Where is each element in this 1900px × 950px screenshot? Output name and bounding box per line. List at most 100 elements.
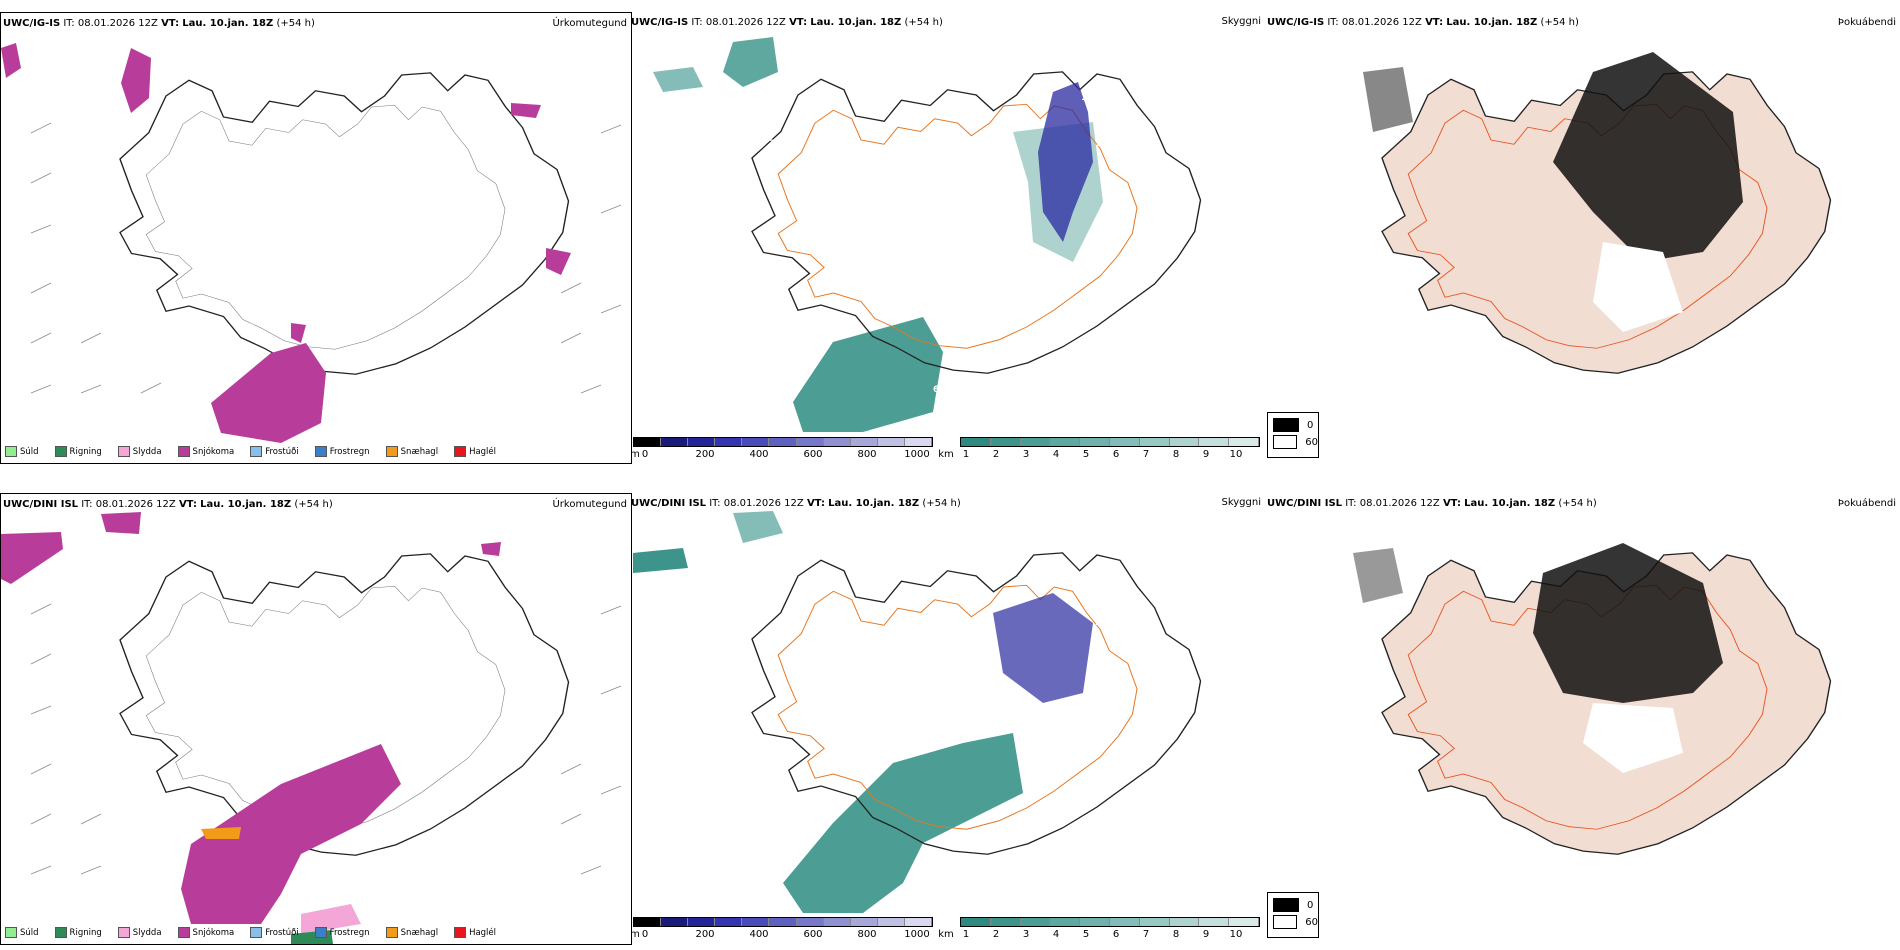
legend-item: Slydda — [117, 927, 162, 938]
colorbar-tick: 1 — [962, 449, 970, 460]
colorbar-tick: 400 — [749, 929, 769, 940]
colorbar-unit: m — [630, 929, 640, 940]
legend-swatch — [314, 927, 327, 938]
vis-value-label: 70 — [1091, 598, 1103, 608]
vis-value-label: 24 — [1103, 183, 1115, 193]
colorbar-unit: km — [938, 929, 954, 940]
low-cloud-base-area — [1038, 82, 1093, 242]
height-colorbar-bottom: m 0 200 400 600 800 1000 — [630, 917, 933, 941]
legend-swatch — [117, 446, 130, 457]
snow-area — [121, 48, 151, 113]
legend-swatch — [454, 927, 467, 938]
panel-title: UWC/DINI ISL IT: 08.01.2026 12Z VT: Lau.… — [631, 498, 961, 509]
vis-value-label: 8 — [1065, 335, 1071, 345]
fog-indicator-area — [1583, 703, 1683, 773]
vis-value-label: 16 — [1095, 139, 1107, 149]
precip-legend: Súld Rigning Slydda Snjókoma Frostúði Fr… — [5, 927, 506, 938]
vis-value-label: 614 — [933, 385, 951, 395]
legend-item: Frostregn — [314, 927, 370, 938]
colorbar-tick: 3 — [1022, 449, 1030, 460]
legend-item: Haglél — [454, 927, 496, 938]
snow-area — [211, 343, 326, 443]
colorbar-tick: 800 — [857, 929, 877, 940]
snow-area — [1, 532, 63, 584]
fog-legend-item: 0 — [1273, 898, 1318, 912]
ice-pellet-area — [201, 827, 241, 839]
distance-colorbar-top: km 1 2 3 4 5 6 7 8 9 10 — [938, 437, 1260, 461]
snow-area — [101, 512, 141, 534]
precip-type-panel-top: UWC/IG-IS IT: 08.01.2026 12Z VT: Lau. 10… — [0, 12, 632, 464]
panel-title: UWC/DINI ISL IT: 08.01.2026 12Z VT: Lau.… — [3, 499, 333, 510]
legend-swatch — [5, 446, 17, 457]
legend-swatch — [314, 446, 327, 457]
colorbar-tick: 600 — [803, 929, 823, 940]
panel-type-label: Skyggni — [1221, 16, 1261, 27]
colorbar-tick: 1 — [962, 929, 970, 940]
legend-item: Rigning — [54, 446, 102, 457]
fog-legend-item: 60 — [1273, 915, 1318, 929]
legend-swatch — [177, 927, 190, 938]
colorbar-tick: 200 — [695, 929, 715, 940]
low-vis-area — [633, 548, 688, 573]
colorbar-tick: 4 — [1052, 929, 1060, 940]
fog-panel-top: UWC/IG-IS IT: 08.01.2026 12Z VT: Lau. 10… — [1263, 12, 1900, 464]
colorbar-tick: 10 — [1229, 929, 1243, 940]
legend-swatch — [54, 446, 67, 457]
vis-value-label: 326 — [939, 872, 957, 882]
low-vis-area — [733, 511, 783, 543]
visibility-panel-top: 250 91 37 126 16 24 8 614 UWC/IG-IS IT: … — [631, 12, 1263, 464]
colorbar-tick: 8 — [1172, 449, 1180, 460]
low-vis-area — [783, 733, 1023, 913]
legend-item: Snæhagl — [385, 446, 438, 457]
colorbar-cells — [960, 917, 1260, 927]
snow-area — [181, 744, 401, 924]
colorbar-unit: m — [630, 449, 640, 460]
colorbar-tick: 4 — [1052, 449, 1060, 460]
visibility-panel-bottom: 70 149 48 326 UWC/DINI ISL IT: 08.01.202… — [631, 493, 1263, 945]
vis-value-label: 149 — [1095, 618, 1113, 628]
snow-area — [511, 103, 541, 118]
colorbar-tick: 200 — [695, 449, 715, 460]
fog-indicator-area — [1353, 548, 1403, 603]
panel-title: UWC/DINI ISL IT: 08.01.2026 12Z VT: Lau.… — [1267, 498, 1597, 509]
colorbar-tick: 1000 — [904, 929, 930, 940]
colorbar-tick: 7 — [1142, 449, 1150, 460]
sleet-area — [301, 904, 361, 934]
wind-barbs — [30, 603, 622, 875]
panel-title: UWC/IG-IS IT: 08.01.2026 12Z VT: Lau. 10… — [1267, 17, 1579, 28]
height-colorbar-top: m 0 200 400 600 800 1000 — [630, 437, 933, 461]
colorbar-tick: 2 — [992, 929, 1000, 940]
colorbar-tick: 3 — [1022, 929, 1030, 940]
legend-swatch — [385, 446, 398, 457]
colorbar-tick: 5 — [1082, 449, 1090, 460]
colorbar-tick: 0 — [641, 449, 649, 460]
legend-item: Frostúði — [250, 446, 299, 457]
legend-swatch — [117, 927, 130, 938]
legend-item: Rigning — [54, 927, 102, 938]
panel-title: UWC/IG-IS IT: 08.01.2026 12Z VT: Lau. 10… — [3, 18, 315, 29]
vis-value-label: 126 — [1081, 93, 1099, 103]
legend-item: Súld — [5, 446, 39, 457]
legend-swatch — [454, 446, 467, 457]
panel-type-label: Þokuábendi — [1837, 17, 1896, 28]
colorbar-tick: 5 — [1082, 929, 1090, 940]
legend-item: Slydda — [117, 446, 162, 457]
colorbar-tick: 0 — [641, 929, 649, 940]
fog-indicator-area — [1593, 242, 1683, 332]
low-vis-area — [793, 317, 943, 432]
fog-legend-swatch — [1273, 418, 1299, 432]
colorbar-tick: 800 — [857, 449, 877, 460]
precip-map-bottom — [1, 512, 622, 944]
snow-area — [481, 542, 501, 556]
colorbar-tick: 400 — [749, 449, 769, 460]
snow-area — [1, 43, 21, 78]
legend-swatch — [250, 927, 263, 938]
fog-map-bottom — [1353, 543, 1832, 855]
colorbar-tick: 2 — [992, 449, 1000, 460]
snow-area — [546, 248, 571, 275]
panel-type-label: Skyggni — [1221, 497, 1261, 508]
vis-value-label: 91 — [783, 81, 795, 91]
wind-barbs — [30, 122, 622, 394]
panel-type-label: Úrkomutegund — [552, 499, 627, 510]
precip-legend: Súld Rigning Slydda Snjókoma Frostúði Fr… — [5, 446, 506, 457]
